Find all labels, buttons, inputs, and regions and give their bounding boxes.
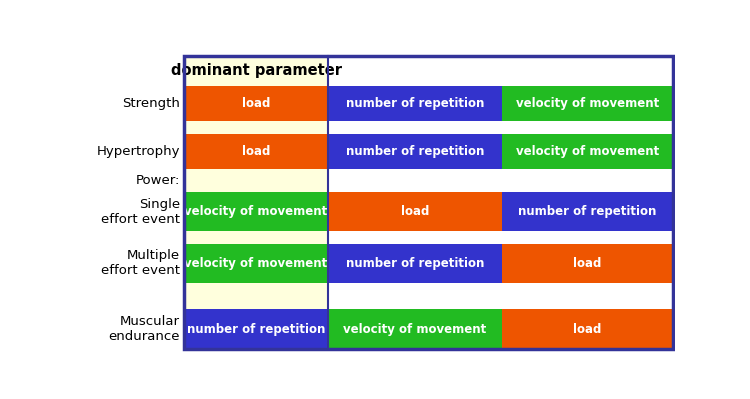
Bar [328, 134, 502, 169]
Text: number of repetition: number of repetition [346, 145, 484, 158]
Bar [328, 86, 502, 121]
Bar [502, 86, 674, 121]
Text: velocity of movement: velocity of movement [516, 97, 659, 111]
Bar [502, 243, 674, 283]
Text: load: load [574, 257, 602, 270]
Text: Strength: Strength [122, 97, 180, 111]
Text: Power:: Power: [136, 174, 180, 187]
Text: velocity of movement: velocity of movement [344, 323, 487, 336]
Bar [184, 55, 674, 349]
Text: velocity of movement: velocity of movement [516, 145, 659, 158]
Bar [184, 55, 674, 349]
Text: Single
effort event: Single effort event [100, 198, 180, 225]
Bar [184, 243, 328, 283]
Text: Hypertrophy: Hypertrophy [96, 145, 180, 158]
Text: number of repetition: number of repetition [346, 97, 484, 111]
Bar [502, 309, 674, 349]
Bar [328, 243, 502, 283]
Text: velocity of movement: velocity of movement [184, 257, 328, 270]
Bar [328, 309, 502, 349]
Text: load: load [401, 205, 429, 218]
Bar [184, 309, 328, 349]
Text: number of repetition: number of repetition [187, 323, 326, 336]
Text: load: load [242, 145, 270, 158]
Text: load: load [574, 323, 602, 336]
Bar [328, 192, 502, 231]
Text: velocity of movement: velocity of movement [184, 205, 328, 218]
Bar [184, 55, 328, 349]
Bar [502, 134, 674, 169]
Text: load: load [242, 97, 270, 111]
Bar [184, 134, 328, 169]
Text: Muscular
endurance: Muscular endurance [108, 315, 180, 343]
Bar [184, 86, 328, 121]
Text: Multiple
effort event: Multiple effort event [100, 249, 180, 277]
Text: number of repetition: number of repetition [346, 257, 484, 270]
Bar [502, 192, 674, 231]
Text: dominant parameter: dominant parameter [170, 63, 341, 79]
Bar [184, 192, 328, 231]
Text: number of repetition: number of repetition [518, 205, 657, 218]
